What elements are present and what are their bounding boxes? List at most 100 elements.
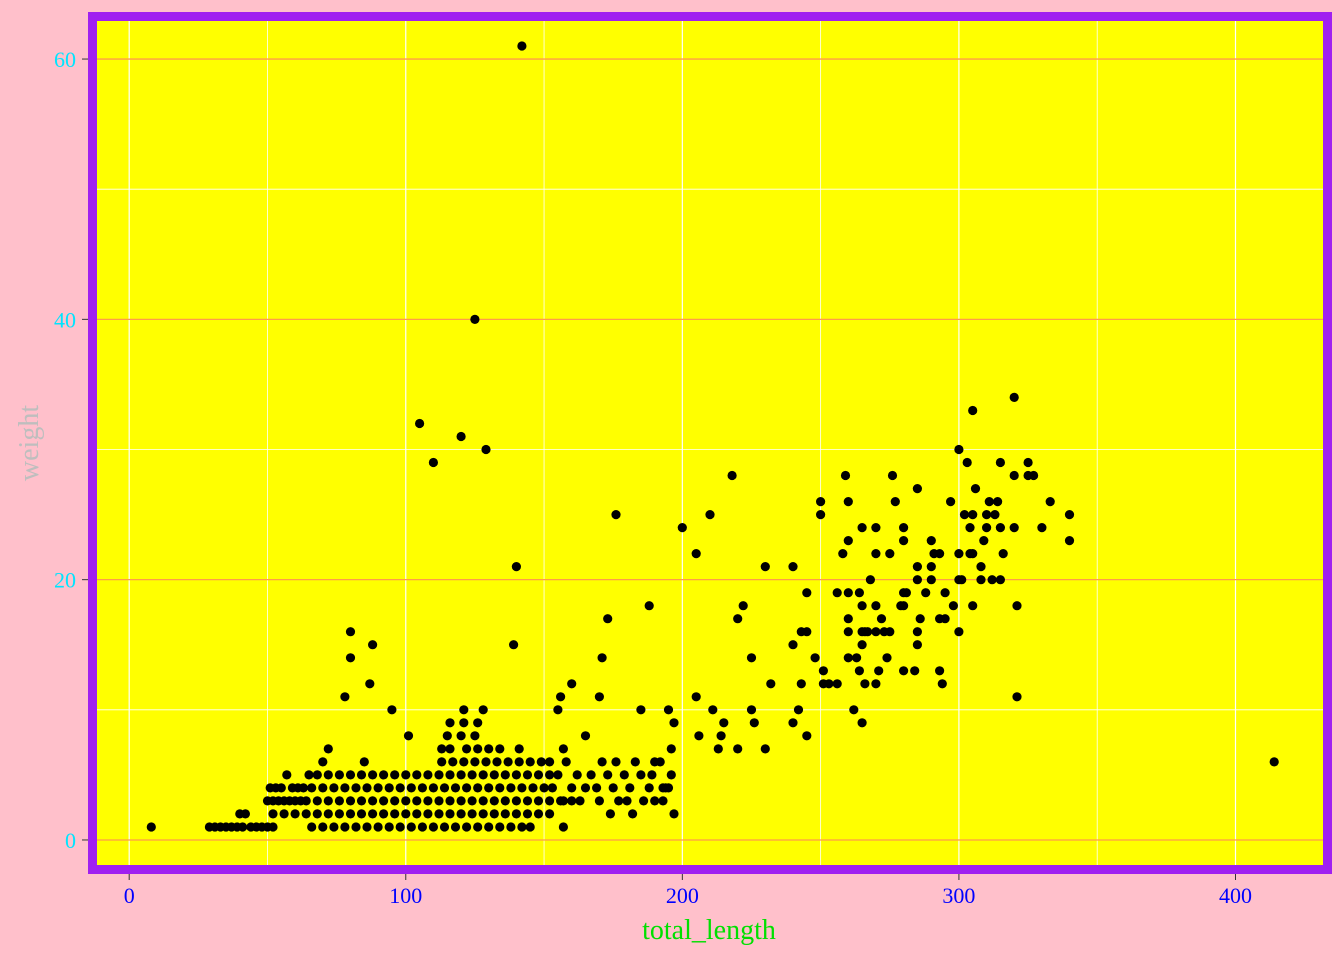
data-point xyxy=(492,757,502,767)
data-point xyxy=(611,509,621,520)
data-point xyxy=(954,627,964,637)
data-point xyxy=(614,796,624,806)
data-point xyxy=(368,809,378,819)
data-point xyxy=(567,783,577,793)
data-point xyxy=(406,822,416,832)
data-point xyxy=(871,679,881,689)
data-point xyxy=(935,666,945,676)
data-point xyxy=(733,614,743,624)
data-point xyxy=(351,822,361,832)
data-point xyxy=(882,653,892,663)
data-point xyxy=(545,796,555,806)
data-point xyxy=(428,457,438,468)
data-point xyxy=(666,744,676,754)
data-point xyxy=(323,744,333,754)
data-point xyxy=(630,757,640,767)
data-point xyxy=(644,601,654,611)
data-point xyxy=(500,809,510,819)
data-point xyxy=(658,783,668,793)
data-point xyxy=(323,770,333,780)
data-point xyxy=(448,757,458,767)
data-point xyxy=(874,666,884,676)
data-point xyxy=(962,457,972,468)
data-point xyxy=(473,718,483,728)
data-point xyxy=(1009,470,1019,481)
data-point xyxy=(597,757,607,767)
panel-border-rect xyxy=(88,12,1332,874)
data-point xyxy=(351,783,361,793)
data-point xyxy=(401,770,411,780)
data-point xyxy=(545,770,555,780)
data-point xyxy=(379,796,389,806)
data-point xyxy=(318,822,328,832)
data-point xyxy=(691,692,701,702)
data-point xyxy=(899,601,909,611)
data-point xyxy=(511,562,521,572)
data-point xyxy=(871,549,881,559)
data-point xyxy=(982,523,992,533)
data-point xyxy=(508,640,519,650)
data-point xyxy=(533,809,544,819)
data-point xyxy=(899,536,909,546)
data-point xyxy=(329,822,339,832)
data-point xyxy=(887,470,898,481)
data-point xyxy=(442,731,452,741)
data-point xyxy=(899,523,909,533)
data-point xyxy=(428,783,438,793)
data-point xyxy=(384,822,394,832)
data-point xyxy=(970,484,981,494)
data-point xyxy=(788,562,798,572)
data-point xyxy=(525,822,535,832)
data-point xyxy=(536,757,546,767)
data-point xyxy=(276,783,286,793)
data-point xyxy=(334,770,344,780)
data-point xyxy=(511,770,521,780)
data-point xyxy=(423,770,433,780)
data-point xyxy=(995,575,1006,585)
data-point xyxy=(470,731,480,741)
data-point xyxy=(373,783,383,793)
data-point xyxy=(238,822,248,832)
data-point xyxy=(467,809,477,819)
data-point xyxy=(832,588,842,598)
data-point xyxy=(802,731,812,741)
data-point xyxy=(478,809,488,819)
data-point xyxy=(628,809,638,819)
data-point xyxy=(694,731,704,741)
data-point xyxy=(575,796,585,806)
data-point xyxy=(580,731,591,741)
data-point xyxy=(282,770,292,780)
data-point xyxy=(445,809,455,819)
data-point xyxy=(312,770,322,780)
data-point xyxy=(636,770,646,780)
data-point xyxy=(979,536,989,546)
data-point xyxy=(473,744,483,754)
x-tick-label: 400 xyxy=(1219,883,1252,908)
data-point xyxy=(340,692,350,702)
data-point xyxy=(793,705,804,715)
data-point xyxy=(481,757,491,767)
data-point xyxy=(865,575,876,585)
data-point xyxy=(968,509,978,520)
data-point xyxy=(390,770,400,780)
data-point xyxy=(279,809,289,819)
data-point xyxy=(379,770,389,780)
data-point xyxy=(417,783,427,793)
x-tick-label: 0 xyxy=(124,883,135,908)
y-axis-title: weight xyxy=(14,405,45,481)
data-point xyxy=(323,809,333,819)
data-point xyxy=(533,796,544,806)
data-point xyxy=(816,497,826,507)
data-point xyxy=(597,653,607,663)
data-point xyxy=(268,809,278,819)
data-point xyxy=(1012,692,1022,702)
data-point xyxy=(561,757,571,767)
data-point xyxy=(489,770,499,780)
data-point xyxy=(301,796,311,806)
data-point xyxy=(749,718,759,728)
data-point xyxy=(946,497,956,507)
data-point xyxy=(658,796,668,806)
data-point xyxy=(462,744,472,754)
